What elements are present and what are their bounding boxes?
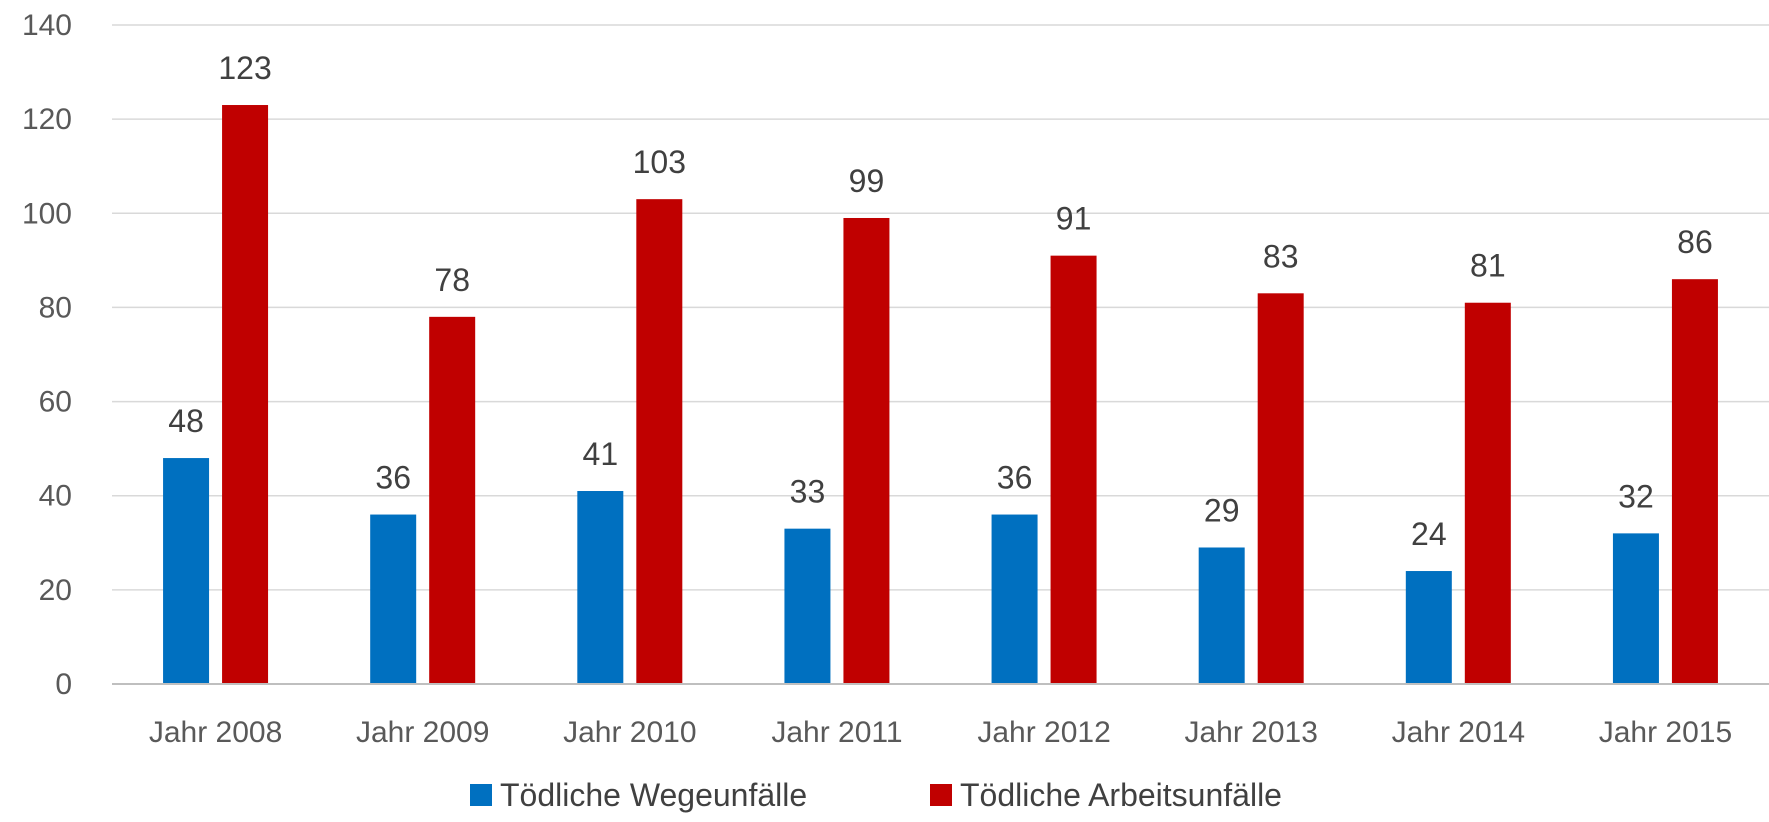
bar-wegeunfaelle bbox=[163, 458, 210, 684]
bars bbox=[163, 105, 1718, 685]
y-axis-tick-labels: 0 20 40 60 80 100 120 140 bbox=[22, 9, 72, 701]
x-tick-label: Jahr 2014 bbox=[1392, 716, 1525, 749]
data-label: 32 bbox=[1618, 478, 1654, 514]
legend-entry: Tödliche Wegeunfälle bbox=[500, 777, 807, 813]
data-label: 81 bbox=[1470, 248, 1506, 284]
x-tick-label: Jahr 2011 bbox=[771, 716, 902, 749]
data-label: 83 bbox=[1263, 238, 1299, 274]
x-tick-label: Jahr 2010 bbox=[563, 716, 696, 749]
y-tick-label: 140 bbox=[22, 9, 72, 42]
bar-arbeitsunfaelle bbox=[222, 105, 269, 685]
x-axis-tick-labels: Jahr 2008 Jahr 2009 Jahr 2010 Jahr 2011 Jahr… bbox=[149, 716, 1732, 749]
data-label: 36 bbox=[997, 460, 1033, 496]
legend-swatch bbox=[930, 784, 952, 806]
x-tick-label: Jahr 2008 bbox=[149, 716, 282, 749]
bar-wegeunfaelle bbox=[1612, 533, 1659, 684]
bar-wegeunfaelle bbox=[370, 514, 417, 684]
legend-swatch bbox=[470, 784, 492, 806]
bar-wegeunfaelle bbox=[577, 491, 624, 684]
bar-arbeitsunfaelle bbox=[636, 199, 683, 684]
data-label: 103 bbox=[633, 144, 686, 180]
legend: Tödliche Wegeunfälle Tödliche Arbeitsunfä… bbox=[470, 777, 1282, 813]
gridlines bbox=[112, 24, 1769, 591]
data-label: 41 bbox=[583, 436, 619, 472]
bar-arbeitsunfaelle bbox=[1671, 279, 1718, 684]
y-tick-label: 100 bbox=[22, 197, 72, 230]
bar-wegeunfaelle bbox=[784, 528, 831, 684]
y-tick-label: 40 bbox=[39, 480, 72, 513]
data-label: 78 bbox=[434, 262, 470, 298]
data-label: 48 bbox=[168, 403, 204, 439]
data-label: 29 bbox=[1204, 492, 1240, 528]
data-label: 24 bbox=[1411, 516, 1447, 552]
x-tick-label: Jahr 2015 bbox=[1599, 716, 1732, 749]
y-tick-label: 60 bbox=[39, 386, 72, 419]
bar-wegeunfaelle bbox=[1198, 547, 1245, 684]
bar-arbeitsunfaelle bbox=[1464, 302, 1511, 684]
bar-arbeitsunfaelle bbox=[1257, 293, 1304, 684]
bar-wegeunfaelle bbox=[1405, 571, 1452, 684]
data-label: 91 bbox=[1056, 201, 1092, 237]
data-label: 33 bbox=[790, 474, 826, 510]
data-label: 86 bbox=[1677, 224, 1713, 260]
bar-wegeunfaelle bbox=[991, 514, 1038, 684]
y-tick-label: 0 bbox=[55, 668, 72, 701]
x-tick-label: Jahr 2009 bbox=[356, 716, 489, 749]
legend-entry: Tödliche Arbeitsunfälle bbox=[960, 777, 1282, 813]
y-tick-label: 120 bbox=[22, 103, 72, 136]
y-tick-label: 20 bbox=[39, 574, 72, 607]
data-label: 36 bbox=[375, 460, 411, 496]
x-tick-label: Jahr 2012 bbox=[977, 716, 1110, 749]
data-labels: 48 123 36 78 41 103 33 99 36 91 29 83 24 81 32 86 bbox=[168, 50, 1712, 552]
y-tick-label: 80 bbox=[39, 291, 72, 324]
x-tick-label: Jahr 2013 bbox=[1184, 716, 1317, 749]
data-label: 99 bbox=[849, 163, 885, 199]
data-label: 123 bbox=[218, 50, 271, 86]
bar-arbeitsunfaelle bbox=[1050, 255, 1097, 684]
bar-arbeitsunfaelle bbox=[843, 217, 890, 684]
bar-arbeitsunfaelle bbox=[429, 316, 476, 684]
